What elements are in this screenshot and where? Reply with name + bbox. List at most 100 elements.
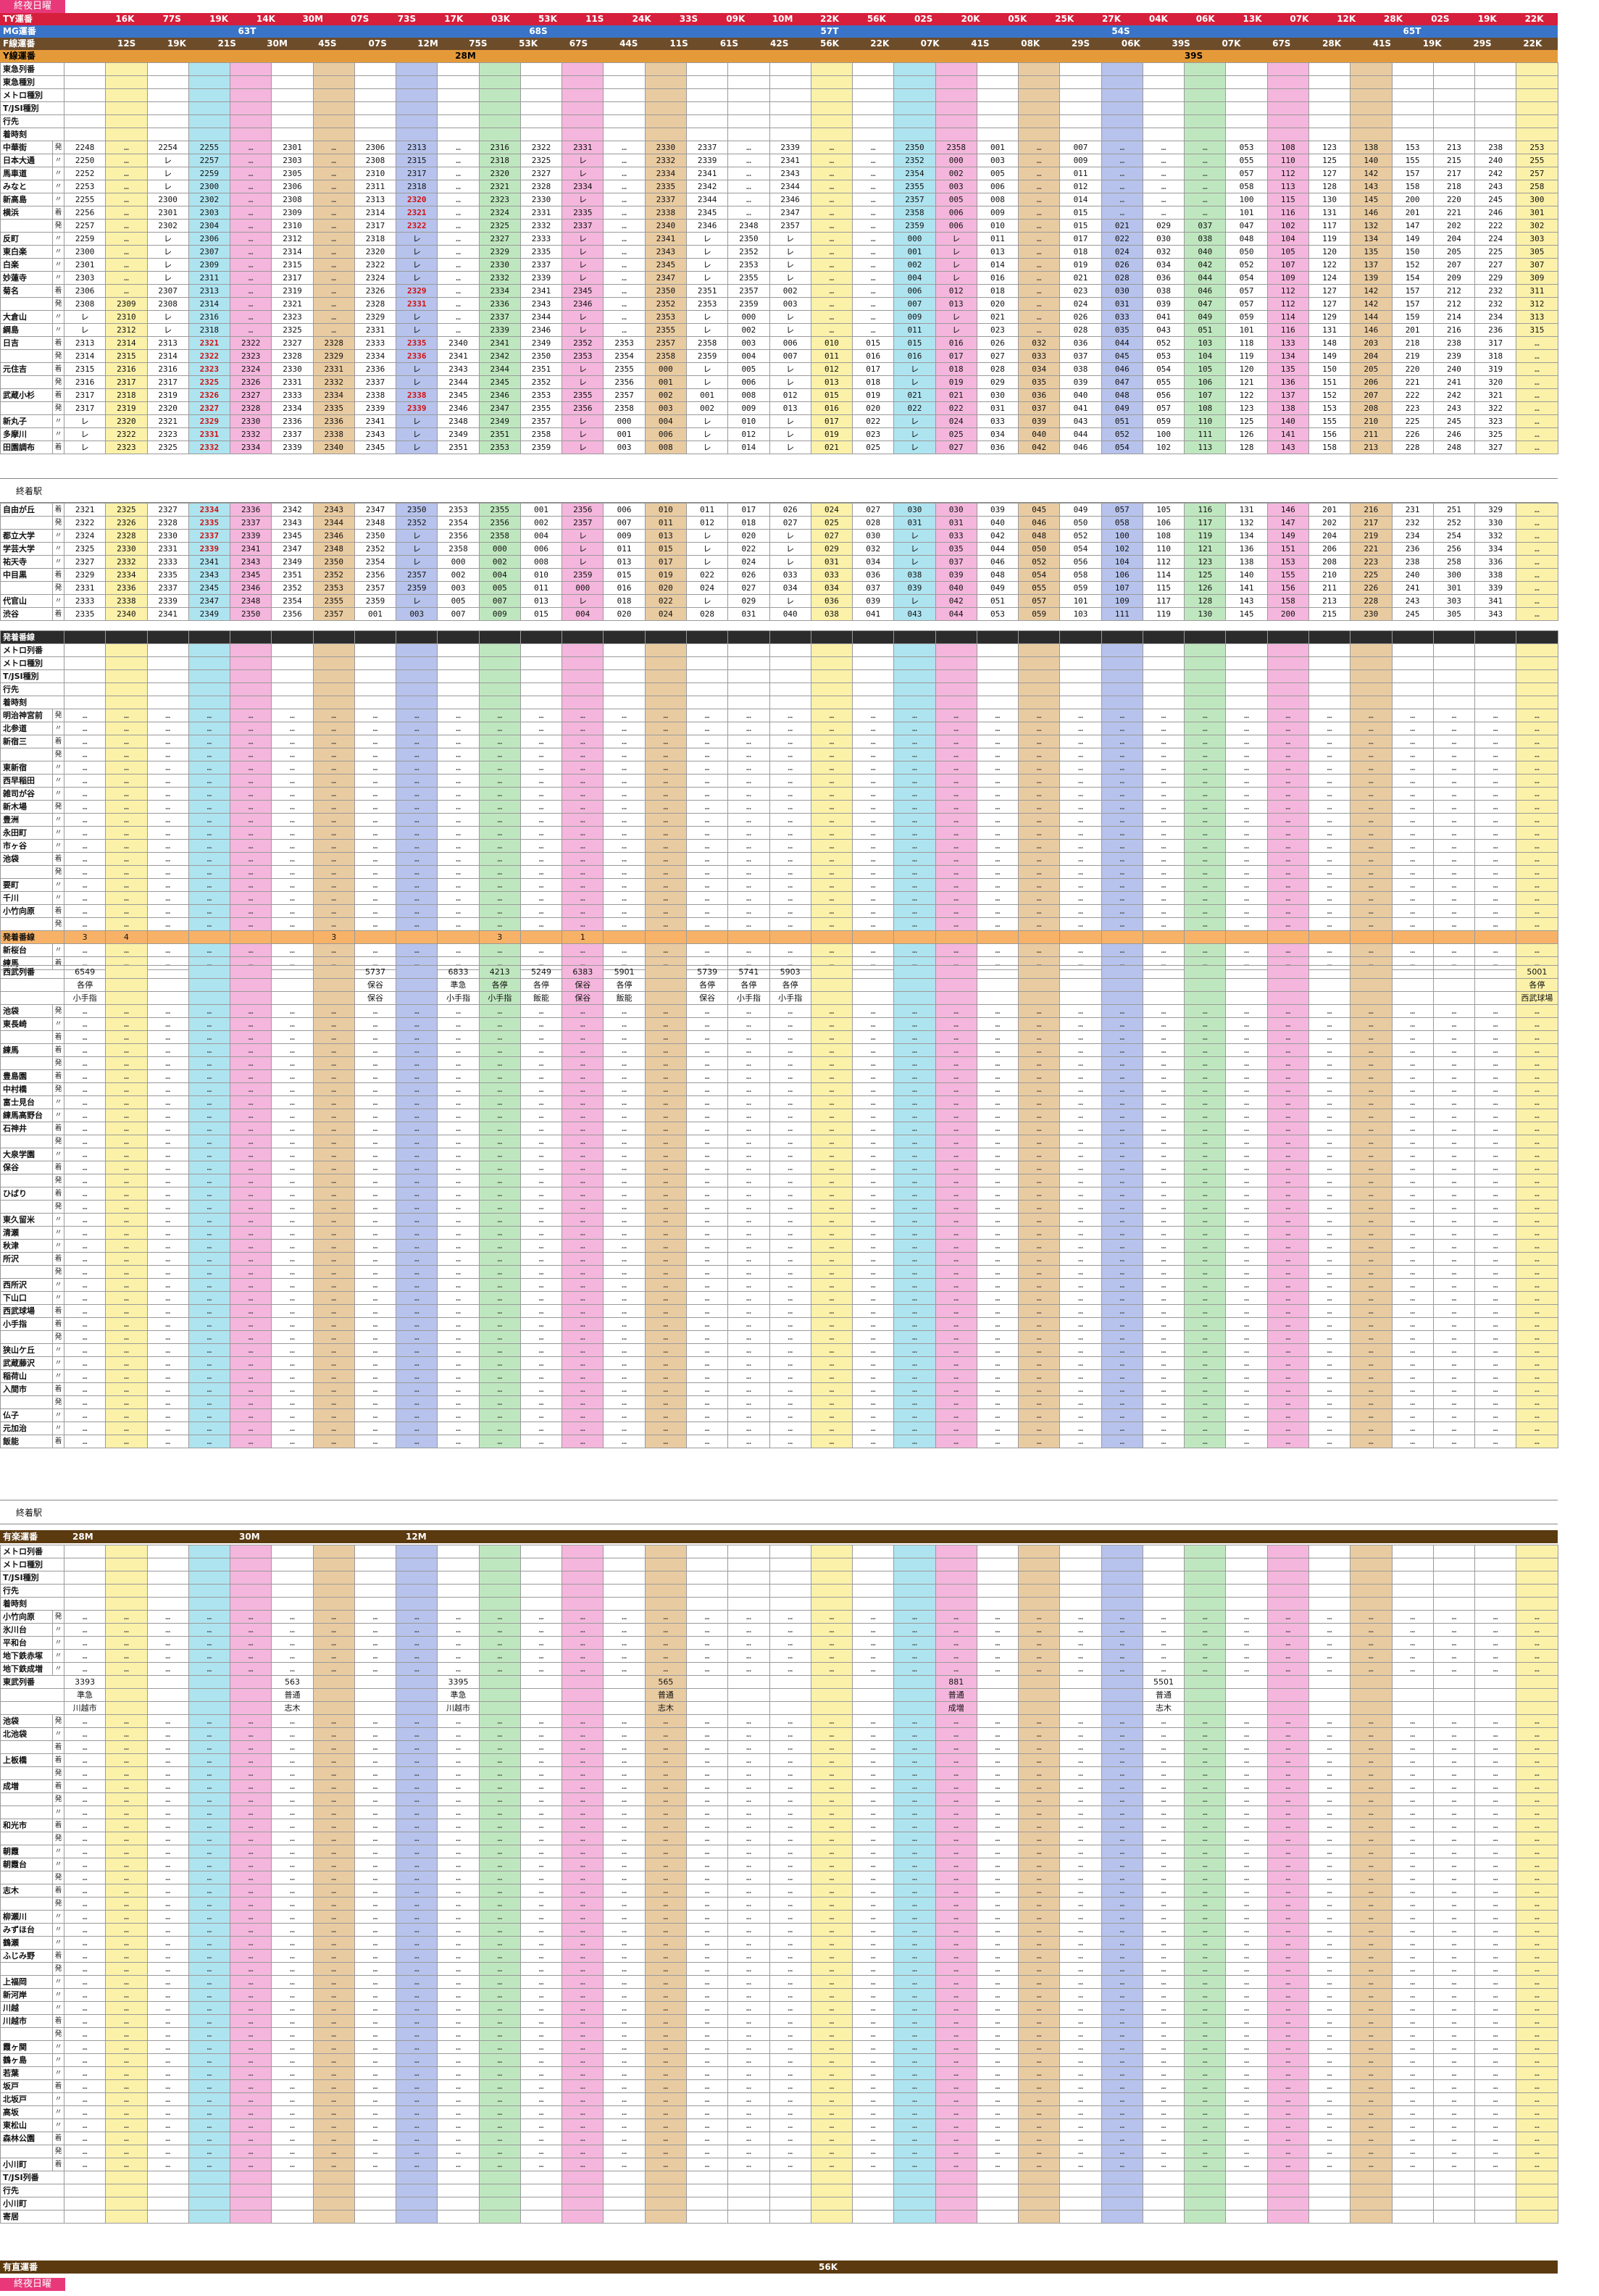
time-cell: …: [893, 852, 936, 866]
time-cell: …: [1391, 1122, 1434, 1135]
time-cell: …: [146, 904, 189, 918]
arr-dep-mark: 発: [52, 375, 64, 389]
time-cell: 2344: [519, 310, 563, 324]
time-cell: …: [1184, 1056, 1227, 1070]
time-cell: レ: [893, 362, 936, 376]
time-cell: …: [1474, 1200, 1517, 1214]
header-cell: [105, 101, 148, 115]
header-cell: [810, 1545, 853, 1558]
time-cell: 218: [1432, 180, 1476, 193]
time-cell: 041: [852, 607, 895, 621]
time-cell: …: [1142, 154, 1185, 167]
timetable-row: 〃………………………………………………………………………………………………: [0, 1806, 1558, 1819]
time-cell: レ: [685, 362, 729, 376]
time-cell: …: [396, 891, 438, 905]
header-cell: [893, 630, 936, 644]
time-cell: …: [644, 1317, 687, 1331]
time-cell: 2331: [271, 375, 314, 389]
time-cell: …: [727, 1753, 770, 1767]
timetable-row: 狭山ケ丘〃………………………………………………………………………………………………: [0, 1343, 1558, 1357]
arr-dep-mark: 〃: [52, 193, 64, 206]
time-cell: 134: [1350, 232, 1393, 246]
time-cell: …: [437, 193, 480, 206]
time-cell: 051: [1101, 414, 1143, 428]
time-cell: 2346: [561, 297, 604, 311]
time-cell: …: [644, 1109, 687, 1122]
header-cell: [354, 1558, 397, 1571]
time-cell: …: [1474, 1161, 1517, 1174]
time-cell: レ: [935, 232, 977, 246]
header-cell: [935, 62, 977, 76]
time-cell: …: [230, 297, 272, 311]
time-cell: …: [852, 1200, 895, 1214]
time-cell: …: [935, 1435, 977, 1448]
tobu-cell: [230, 1701, 272, 1715]
header-cell: [1225, 1571, 1268, 1585]
time-cell: 2317: [63, 388, 107, 402]
header-cell: [354, 75, 397, 89]
time-cell: レ: [396, 542, 438, 556]
time-cell: …: [271, 1422, 314, 1435]
header-cell: [396, 656, 438, 670]
header-cell: [1432, 1558, 1476, 1571]
time-cell: …: [893, 1610, 936, 1624]
time-cell: …: [603, 154, 646, 167]
time-cell: …: [354, 1395, 397, 1409]
time-cell: …: [1184, 1291, 1227, 1305]
header-cell: [727, 669, 770, 683]
time-cell: …: [1018, 865, 1061, 879]
time-cell: …: [1391, 722, 1434, 735]
time-cell: 010: [519, 568, 563, 582]
time-cell: …: [727, 1792, 770, 1806]
time-cell: …: [230, 1187, 272, 1201]
time-cell: …: [1266, 917, 1309, 931]
tobu-cell: [1059, 1688, 1102, 1702]
time-cell: …: [1516, 735, 1558, 748]
time-cell: 209: [1432, 271, 1476, 285]
header-cell: [810, 1558, 853, 1571]
time-cell: …: [188, 1779, 231, 1793]
time-cell: 2335: [63, 607, 107, 621]
tobu-cell: [1225, 1701, 1268, 1715]
time-cell: 025: [810, 516, 853, 530]
time-cell: …: [644, 1740, 687, 1754]
arr-dep-mark: 着: [52, 1753, 64, 1767]
arr-dep-mark: 発: [52, 1766, 64, 1780]
time-cell: レ: [893, 529, 936, 543]
time-cell: …: [976, 735, 1019, 748]
time-cell: 245: [1432, 414, 1476, 428]
timetable-row: 新桜台〃………………………………………………………………………………………………: [0, 943, 1558, 957]
time-cell: …: [519, 904, 563, 918]
time-cell: …: [644, 826, 687, 840]
time-cell: …: [105, 1662, 148, 1676]
band-code: 30M: [267, 38, 288, 49]
time-cell: …: [1474, 1030, 1517, 1044]
time-cell: …: [146, 1200, 189, 1214]
time-cell: …: [354, 1779, 397, 1793]
time-cell: …: [1225, 1610, 1268, 1624]
time-cell: …: [271, 1369, 314, 1383]
time-cell: …: [976, 839, 1019, 853]
header-cell: [893, 1597, 936, 1611]
time-cell: 119: [1225, 349, 1268, 363]
time-cell: …: [685, 1343, 729, 1357]
time-cell: …: [312, 1766, 355, 1780]
time-cell: …: [230, 141, 272, 154]
time-cell: …: [1225, 1662, 1268, 1676]
time-cell: 2355: [561, 388, 604, 402]
seibu-train-number: [1225, 965, 1268, 979]
time-cell: 113: [1266, 180, 1309, 193]
time-cell: 236: [1391, 542, 1434, 556]
time-cell: …: [354, 1252, 397, 1266]
arr-dep-mark: 〃: [52, 774, 64, 788]
time-cell: …: [1308, 1135, 1351, 1148]
time-cell: …: [727, 1095, 770, 1109]
time-cell: …: [561, 1304, 604, 1318]
time-cell: 007: [603, 516, 646, 530]
time-cell: …: [312, 258, 355, 272]
time-cell: …: [561, 722, 604, 735]
header-cell: [810, 101, 853, 115]
time-cell: …: [1432, 722, 1476, 735]
time-cell: …: [230, 1343, 272, 1357]
time-cell: …: [188, 1623, 231, 1637]
